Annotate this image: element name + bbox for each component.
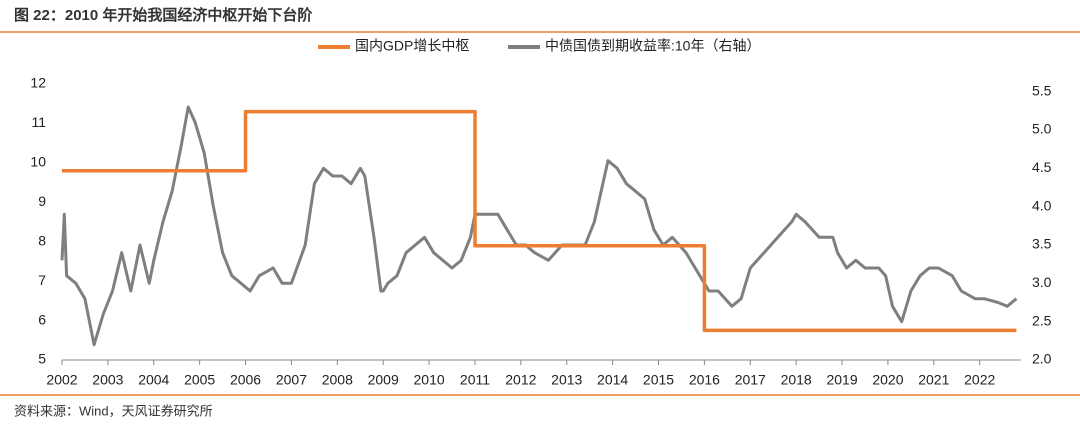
legend-label: 国内GDP增长中枢 xyxy=(355,38,469,54)
x-tick-label: 2022 xyxy=(964,372,995,388)
y2-tick-label: 2.5 xyxy=(1032,312,1052,328)
x-tick-label: 2002 xyxy=(46,372,77,388)
series-line xyxy=(62,109,1017,333)
x-tick-label: 2006 xyxy=(230,372,261,388)
x-tick-label: 2008 xyxy=(322,372,353,388)
y-tick-label: 9 xyxy=(38,193,46,209)
x-tick-label: 2017 xyxy=(735,372,766,388)
series-line xyxy=(60,105,1018,347)
x-tick-label: 2019 xyxy=(826,372,857,388)
y2-tick-label: 5.0 xyxy=(1032,121,1052,137)
chart-title: 图 22：2010 年开始我国经济中枢开始下台阶 xyxy=(14,6,313,24)
x-tick-label: 2007 xyxy=(276,372,307,388)
y-tick-label: 12 xyxy=(30,75,46,91)
y2-tick-label: 3.0 xyxy=(1032,274,1052,290)
y-tick-label: 11 xyxy=(31,114,46,130)
x-tick-label: 2011 xyxy=(460,372,490,388)
legend-label: 中债国债到期收益率:10年（右轴） xyxy=(545,38,760,54)
x-tick-label: 2013 xyxy=(551,372,582,388)
y2-tick-label: 4.5 xyxy=(1032,159,1052,175)
y-tick-label: 7 xyxy=(38,272,46,288)
x-tick-label: 2016 xyxy=(689,372,720,388)
x-tick-label: 2020 xyxy=(872,372,903,388)
y-tick-label: 5 xyxy=(38,351,46,367)
x-tick-label: 2003 xyxy=(92,372,123,388)
x-tick-label: 2015 xyxy=(643,372,674,388)
source: 资料来源：Wind，天风证券研究所 xyxy=(14,403,213,418)
y-tick-label: 8 xyxy=(38,232,46,248)
y-tick-label: 6 xyxy=(38,311,46,327)
x-tick-label: 2009 xyxy=(368,372,399,388)
x-tick-label: 2010 xyxy=(414,372,445,388)
x-tick-label: 2004 xyxy=(138,372,169,388)
y2-tick-label: 5.5 xyxy=(1032,82,1052,98)
x-tick-label: 2018 xyxy=(781,372,812,388)
x-tick-label: 2014 xyxy=(597,372,628,388)
x-tick-label: 2021 xyxy=(918,372,949,388)
y2-tick-label: 3.5 xyxy=(1032,236,1052,252)
y2-tick-label: 2.0 xyxy=(1032,351,1052,367)
x-tick-label: 2005 xyxy=(184,372,215,388)
x-tick-label: 2012 xyxy=(505,372,536,388)
y2-tick-label: 4.0 xyxy=(1032,197,1052,213)
y-tick-label: 10 xyxy=(30,154,46,170)
